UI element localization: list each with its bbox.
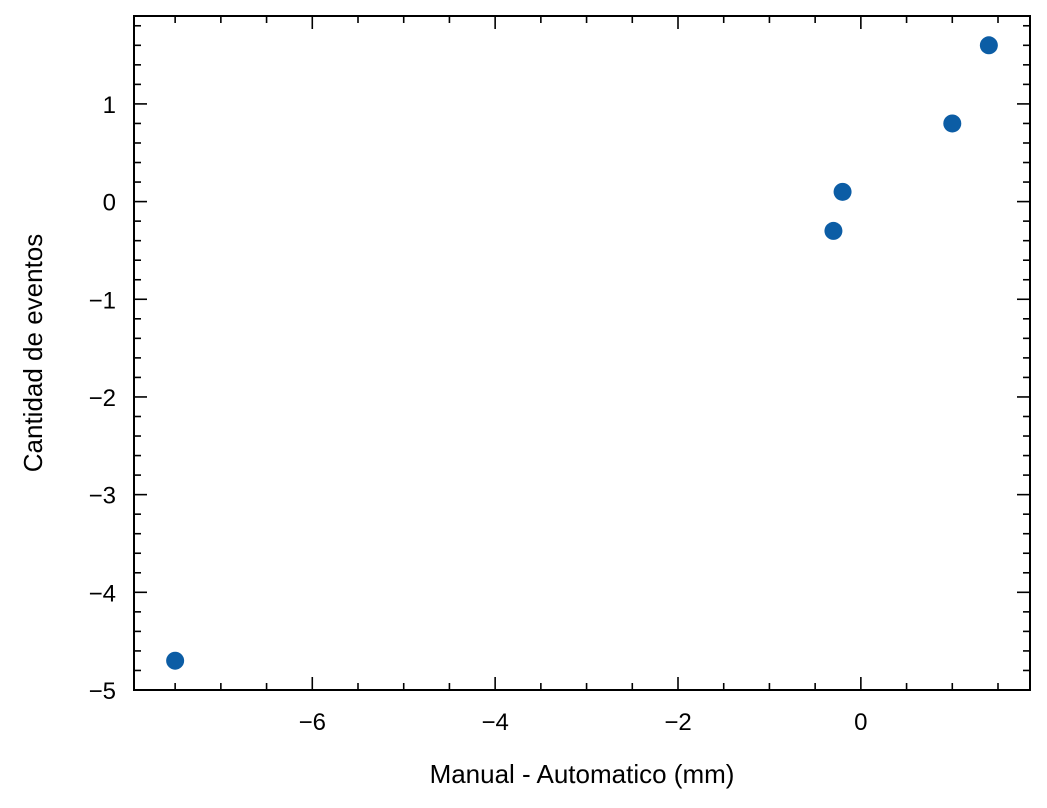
data-point xyxy=(979,36,998,55)
y-axis-label: Cantidad de eventos xyxy=(18,234,48,473)
axis-ticks xyxy=(134,16,1030,691)
x-axis-label: Manual - Automatico (mm) xyxy=(430,759,735,789)
y-tick-label: 0 xyxy=(103,190,116,217)
y-tick-label: −1 xyxy=(89,287,116,314)
data-point xyxy=(824,221,843,240)
data-points xyxy=(166,36,998,670)
x-tick-label: −4 xyxy=(481,709,508,736)
y-tick-label: 1 xyxy=(103,92,116,119)
axis-tick-labels: −6 −4 −2 0 −5 −4 −3 −2 −1 0 1 xyxy=(89,92,868,736)
y-tick-label: −4 xyxy=(89,580,116,607)
data-point xyxy=(943,114,962,133)
x-tick-label: 0 xyxy=(854,709,867,736)
data-point xyxy=(833,182,852,201)
x-tick-label: −2 xyxy=(664,709,691,736)
plot-frame xyxy=(133,15,1031,691)
y-tick-label: −3 xyxy=(89,483,116,510)
data-point xyxy=(166,651,185,670)
y-tick-label: −2 xyxy=(89,385,116,412)
x-tick-label: −6 xyxy=(299,709,326,736)
y-tick-label: −5 xyxy=(89,678,116,705)
